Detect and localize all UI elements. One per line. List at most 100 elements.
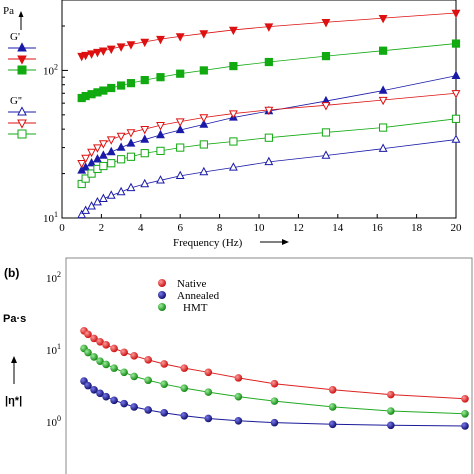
data-point bbox=[204, 388, 213, 396]
legend-label: HMT bbox=[183, 302, 208, 314]
series-line bbox=[81, 118, 457, 185]
series-0 bbox=[77, 9, 461, 62]
data-point bbox=[116, 142, 126, 151]
data-point bbox=[140, 178, 150, 188]
series-line bbox=[81, 139, 457, 216]
data-point bbox=[81, 205, 91, 214]
data-point bbox=[270, 397, 279, 405]
data-point bbox=[451, 134, 461, 143]
x-tick-label: 2 bbox=[99, 222, 105, 234]
data-point bbox=[120, 348, 128, 357]
legend-arrow-head bbox=[18, 11, 24, 17]
data-point bbox=[107, 159, 116, 168]
data-point bbox=[93, 144, 102, 153]
series-0 bbox=[80, 326, 469, 403]
data-point bbox=[126, 152, 136, 161]
data-point bbox=[81, 162, 91, 171]
legend-marker bbox=[158, 279, 166, 287]
data-point bbox=[156, 146, 165, 155]
data-point bbox=[328, 420, 337, 429]
data-point bbox=[144, 376, 152, 385]
data-point bbox=[270, 418, 279, 427]
data-point bbox=[234, 374, 243, 382]
y-tick-label: 101 bbox=[46, 342, 61, 357]
series-4 bbox=[77, 114, 461, 189]
panel-a-ylabel: Pa bbox=[3, 5, 14, 17]
data-point bbox=[102, 360, 110, 369]
data-point bbox=[140, 134, 150, 143]
data-point bbox=[199, 166, 209, 176]
data-point bbox=[156, 122, 165, 131]
x-tick-label: 20 bbox=[451, 222, 463, 234]
data-point bbox=[96, 389, 104, 398]
data-point bbox=[156, 129, 165, 139]
data-point bbox=[107, 83, 116, 93]
data-point bbox=[175, 33, 185, 42]
data-point bbox=[98, 150, 108, 159]
legend-marker bbox=[158, 291, 166, 299]
data-point bbox=[144, 406, 152, 414]
panel-b-series bbox=[80, 326, 469, 430]
series-2 bbox=[80, 344, 469, 418]
data-point bbox=[387, 407, 395, 415]
data-point bbox=[378, 14, 388, 24]
data-point bbox=[461, 422, 469, 430]
data-point bbox=[321, 102, 331, 111]
y-tick-label: 102 bbox=[46, 270, 61, 285]
panel-b-y-ticks: 102 101 100 bbox=[46, 270, 61, 429]
data-point bbox=[156, 175, 165, 184]
data-point bbox=[144, 356, 152, 364]
x-tick-label: 0 bbox=[59, 222, 65, 234]
data-point bbox=[321, 19, 331, 28]
data-point bbox=[96, 357, 104, 365]
data-point bbox=[140, 75, 149, 85]
data-point bbox=[451, 90, 461, 99]
data-point bbox=[106, 190, 116, 199]
data-point bbox=[96, 337, 104, 346]
data-point bbox=[110, 364, 118, 372]
data-point bbox=[321, 150, 331, 159]
data-point bbox=[378, 96, 388, 106]
legend-marker bbox=[158, 303, 166, 311]
panel-a-xlabel: Frequency (Hz) bbox=[173, 237, 243, 249]
panel-b-ylabel-arrow bbox=[11, 356, 17, 384]
data-point bbox=[130, 372, 138, 381]
data-point bbox=[379, 46, 388, 55]
panel-a-series bbox=[77, 9, 461, 219]
data-point bbox=[451, 9, 461, 19]
data-point bbox=[120, 399, 128, 408]
panel-b-ylabel: Pa·s bbox=[3, 313, 26, 325]
data-point bbox=[461, 395, 469, 403]
series-1 bbox=[80, 377, 469, 430]
data-point bbox=[87, 201, 96, 210]
series-line bbox=[81, 92, 457, 164]
x-tick-label: 6 bbox=[177, 222, 183, 234]
legend-marker bbox=[17, 42, 27, 52]
data-point bbox=[116, 43, 126, 52]
data-point bbox=[81, 174, 90, 183]
data-point bbox=[461, 409, 469, 418]
data-point bbox=[175, 118, 185, 127]
data-point bbox=[77, 209, 87, 219]
y-tick-label: 100 bbox=[46, 414, 61, 429]
panel-a-xlabel-arrow bbox=[260, 239, 289, 245]
data-point bbox=[176, 143, 185, 152]
data-point bbox=[378, 85, 388, 94]
data-point bbox=[102, 341, 110, 349]
data-point bbox=[229, 137, 238, 146]
data-point bbox=[180, 384, 189, 392]
x-tick-label: 12 bbox=[293, 222, 304, 234]
y-tick-label: 101 bbox=[43, 210, 58, 225]
series-2 bbox=[77, 70, 461, 174]
data-point bbox=[156, 35, 165, 45]
data-point bbox=[117, 81, 126, 90]
data-point bbox=[180, 364, 189, 372]
data-point bbox=[98, 47, 108, 56]
data-point bbox=[99, 161, 108, 171]
panel-b: (b) Pa·s |η*| 102 101 100 NativeAnnealedHM… bbox=[3, 257, 473, 474]
data-point bbox=[87, 169, 96, 178]
legend-marker bbox=[17, 65, 27, 75]
data-point bbox=[84, 348, 92, 357]
x-tick-label: 8 bbox=[217, 222, 223, 234]
